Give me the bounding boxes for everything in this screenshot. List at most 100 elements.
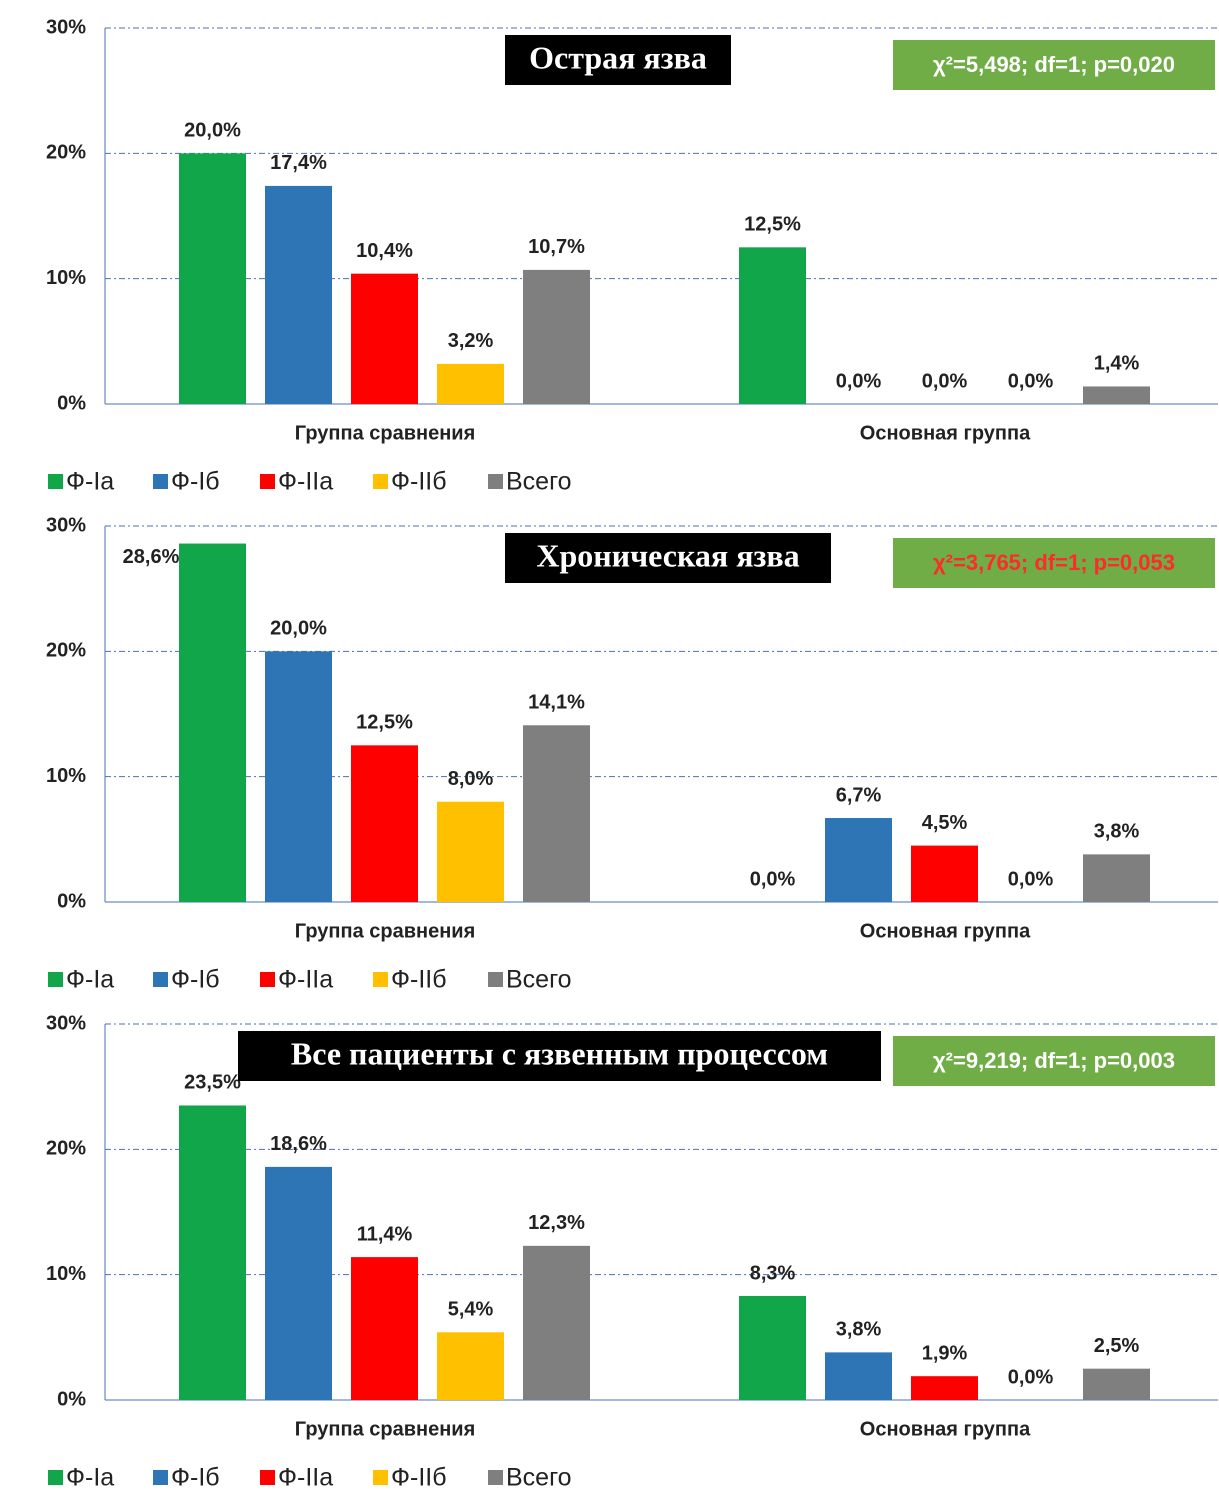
data-label: 0,0% [922,370,968,392]
annotation: χ²=5,498; df=1; p=0,020 [933,52,1175,77]
data-label: 10,7% [528,236,585,258]
annotation-box [893,538,1215,588]
legend-swatch [153,1470,168,1485]
y-tick-label: 20% [46,640,86,662]
legend-swatch [488,474,503,489]
bar [523,725,590,902]
data-label: 2,5% [1094,1335,1140,1357]
data-label: 14,1% [528,692,585,714]
data-label: 23,5% [184,1072,241,1094]
data-label: 3,2% [448,330,494,352]
legend-label: Ф-IIб [391,1464,447,1492]
bar [179,1105,246,1400]
bar [911,845,978,902]
x-tick-label: Группа сравнения [295,422,476,444]
bar [739,247,806,404]
legend-swatch [373,972,388,987]
y-tick-label: 0% [57,1388,86,1410]
legend-swatch [488,1470,503,1485]
data-label: 5,4% [448,1299,494,1321]
bar [911,1376,978,1400]
x-tick-label: Группа сравнения [295,920,476,942]
x-tick-label: Основная группа [860,920,1031,942]
y-tick-label: 0% [57,392,86,414]
legend-label: Ф-IIа [278,1464,333,1492]
y-tick-label: 30% [46,1012,86,1034]
legend-label: Ф-Iб [171,1464,220,1492]
data-label: 20,0% [184,120,241,142]
legend-swatch [260,1470,275,1485]
annotation: χ²=3,765; df=1; p=0,053 [933,550,1175,575]
data-label: 0,0% [836,370,882,392]
x-tick-label: Группа сравнения [295,1418,476,1440]
data-label: 1,9% [922,1342,968,1364]
bar [1083,386,1150,404]
legend-swatch [373,1470,388,1485]
annotation-box [893,1036,1215,1086]
chart-title: Острая язва [529,39,707,75]
chart-title: Все пациенты с язвенным процессом [291,1035,828,1071]
y-tick-label: 20% [46,142,86,164]
data-label: 20,0% [270,618,327,640]
data-label: 0,0% [1008,1366,1054,1388]
bar [179,543,246,902]
data-label: 0,0% [1008,370,1054,392]
y-tick-label: 0% [57,890,86,912]
legend-swatch [488,972,503,987]
annotation-box [893,40,1215,90]
legend-swatch [48,972,63,987]
title-box [505,533,831,583]
bar [523,269,590,404]
data-label: 12,5% [356,712,413,734]
legend-label: Ф-Iа [66,966,114,994]
title-box [505,35,731,85]
y-tick-label: 30% [46,16,86,38]
legend-label: Ф-Iб [171,468,220,496]
bar [351,273,418,404]
bar [265,185,332,404]
data-label: 6,7% [836,784,882,806]
bar [437,363,504,404]
legend-swatch [48,474,63,489]
bar [1083,1368,1150,1400]
legend-label: Ф-IIа [278,966,333,994]
bar [523,1245,590,1400]
chart: 0% 10% 20% 30% Группа сравнения Основная груп… [46,1012,1218,1492]
bar [179,153,246,404]
data-label: 8,3% [750,1262,796,1284]
y-tick-label: 10% [46,1263,86,1285]
data-label: 28,6% [123,546,180,568]
bar [351,1257,418,1400]
bar [739,1295,806,1400]
legend-swatch [153,972,168,987]
bar [437,801,504,902]
data-label: 3,8% [1094,821,1140,843]
legend-label: Ф-Iа [66,468,114,496]
chart: 0% 10% 20% 30% Группа сравнения Основная груп… [46,514,1218,994]
legend-swatch [373,474,388,489]
bar [265,651,332,902]
data-label: 10,4% [356,240,413,262]
y-tick-label: 30% [46,514,86,536]
legend-label: Всего [506,1464,572,1492]
bar [437,1332,504,1400]
x-tick-label: Основная группа [860,422,1031,444]
y-tick-label: 10% [46,765,86,787]
bar [825,818,892,902]
annotation: χ²=9,219; df=1; p=0,003 [933,1048,1175,1073]
bar [1083,854,1150,902]
data-label: 4,5% [922,812,968,834]
legend-swatch [260,474,275,489]
data-label: 12,5% [744,214,801,236]
data-label: 0,0% [1008,868,1054,890]
data-label: 17,4% [270,152,327,174]
data-label: 1,4% [1094,353,1140,375]
y-tick-label: 20% [46,1138,86,1160]
bar [265,1166,332,1400]
data-label: 12,3% [528,1212,585,1234]
legend-label: Всего [506,468,572,496]
x-tick-label: Основная группа [860,1418,1031,1440]
data-label: 11,4% [357,1223,413,1245]
legend-label: Ф-IIб [391,966,447,994]
legend-swatch [48,1470,63,1485]
